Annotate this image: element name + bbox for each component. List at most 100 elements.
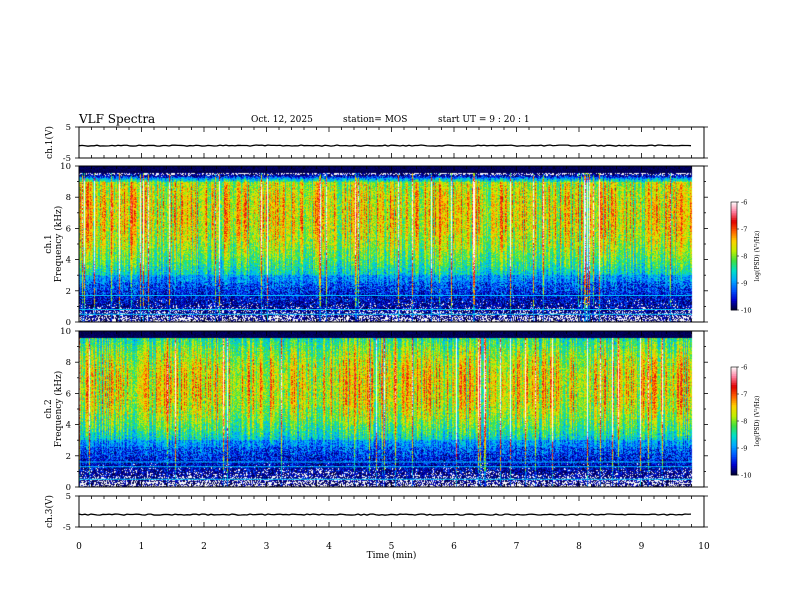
y-tick-label: 8 [66, 193, 71, 203]
x-tick-label: 0 [76, 542, 82, 552]
y-axis-label: ch.1(V) [44, 126, 55, 159]
colorbar-segment [731, 421, 737, 424]
x-tick-label: 4 [326, 542, 332, 552]
colorbar-tick-label: -9 [741, 445, 747, 453]
colorbar-segment [731, 433, 737, 436]
colorbar-segment [731, 272, 737, 275]
y-tick-label: 4 [66, 256, 71, 266]
colorbar-segment [731, 277, 737, 280]
colorbar-segment [731, 376, 737, 379]
ch.3-trace [78, 513, 692, 516]
x-tick-label: 7 [514, 542, 520, 552]
colorbar-segment [731, 259, 737, 262]
colorbar-segment [731, 265, 737, 268]
ch3-waveform-axes: 5 -5 ch.3(V) 0 1 2 3 4 5 6 7 8 9 10 Time (min) [44, 492, 710, 561]
colorbar-segment [731, 288, 737, 291]
colorbar-segment [731, 430, 737, 433]
colorbar-segment [731, 460, 737, 463]
colorbar-segment [731, 397, 737, 400]
colorbar-segment [731, 462, 737, 465]
colorbar-segment [731, 417, 737, 420]
colorbar-segment [731, 451, 737, 454]
colorbar-segment [731, 403, 737, 406]
colorbar-tick-label: -8 [741, 253, 747, 261]
colorbar-segment [731, 302, 737, 305]
colorbar-segment [731, 449, 737, 452]
colorbar-segment [731, 413, 737, 416]
colorbar-segment [731, 304, 737, 307]
x-tick-label: 9 [639, 542, 645, 552]
colorbar-segment [731, 440, 737, 443]
colorbar-segment [731, 254, 737, 257]
y-tick-label: 4 [66, 421, 71, 431]
colorbar-tick-label: -6 [741, 364, 747, 372]
colorbar-segment [731, 419, 737, 422]
colorbar-segment [731, 275, 737, 278]
colorbar-segment [731, 241, 737, 244]
y-tick-label: 6 [66, 389, 71, 399]
x-tick-label: 3 [264, 542, 270, 552]
colorbar-segment [731, 372, 737, 375]
ch1-spectrogram-colorbar: -6 -7 -8 -9 -10 log(PSD) (V²/Hz) [730, 199, 761, 315]
colorbar-segment [731, 408, 737, 411]
y-tick-label: 0 [66, 483, 71, 493]
y-tick-label: -5 [63, 154, 71, 164]
colorbar-segment [731, 268, 737, 271]
colorbar-segment [731, 374, 737, 377]
ch1-waveform-axes: 5 -5 ch.1(V) [44, 123, 708, 164]
colorbar-segment [731, 394, 737, 397]
colorbar-segment [731, 390, 737, 393]
colorbar-segment [731, 292, 737, 295]
colorbar-label: log(PSD) (V²/Hz) [754, 231, 761, 282]
colorbar-segment [731, 261, 737, 264]
colorbar-segment [731, 388, 737, 391]
colorbar-segment [731, 308, 737, 311]
colorbar-segment [731, 435, 737, 438]
colorbar-segment [731, 437, 737, 440]
x-tick-label: 2 [201, 542, 207, 552]
start-ut-label: start UT = 9 : 20 : 1 [438, 115, 530, 125]
colorbar-segment [731, 306, 737, 309]
colorbar-segment [731, 442, 737, 445]
channel-label: ch.1 [44, 234, 54, 253]
colorbar-segment [731, 448, 737, 451]
colorbar-segment [731, 422, 737, 425]
colorbar-segment [731, 301, 737, 304]
ch1-waveform [78, 144, 692, 147]
y-tick-label: 10 [60, 162, 71, 172]
colorbar-segment [731, 410, 737, 413]
colorbar-segment [731, 238, 737, 241]
colorbar-segment [731, 458, 737, 461]
colorbar-segment [731, 290, 737, 293]
x-axis-label: Time (min) [367, 550, 417, 561]
colorbar-tick-label: -7 [741, 391, 747, 399]
station-label: station= MOS [343, 115, 408, 125]
y-tick-label: 0 [66, 318, 71, 328]
colorbar-segment [731, 295, 737, 298]
colorbar-segment [731, 453, 737, 456]
y-tick-label: -5 [63, 523, 71, 533]
colorbar-segment [731, 377, 737, 380]
x-tick-label: 5 [389, 542, 395, 552]
colorbar-segment [731, 415, 737, 418]
colorbar-segment [731, 412, 737, 415]
colorbar-segment [731, 392, 737, 395]
colorbar-segment [731, 279, 737, 282]
colorbar-tick-label: -6 [741, 199, 747, 207]
colorbar-segment [731, 457, 737, 460]
colorbar-segment [731, 401, 737, 404]
colorbar-segment [731, 232, 737, 235]
colorbar-segment [731, 293, 737, 296]
ch2-spectrogram-axes: 0 2 4 6 8 10 ch.2 Frequency (kHz) [44, 327, 708, 493]
colorbar-segment [731, 283, 737, 286]
colorbar-segment [731, 464, 737, 467]
colorbar-segment [731, 367, 737, 370]
colorbar-segment [731, 234, 737, 237]
x-tick-label: 8 [576, 542, 582, 552]
ch1-spectrogram-axes: 0 2 4 6 8 10 ch.1 Frequency (kHz) [44, 162, 708, 328]
colorbar-segment [731, 227, 737, 230]
colorbar-segment [731, 286, 737, 289]
colorbar-segment [731, 220, 737, 223]
colorbar-segment [731, 444, 737, 447]
colorbar-tick-label: -10 [741, 307, 751, 315]
